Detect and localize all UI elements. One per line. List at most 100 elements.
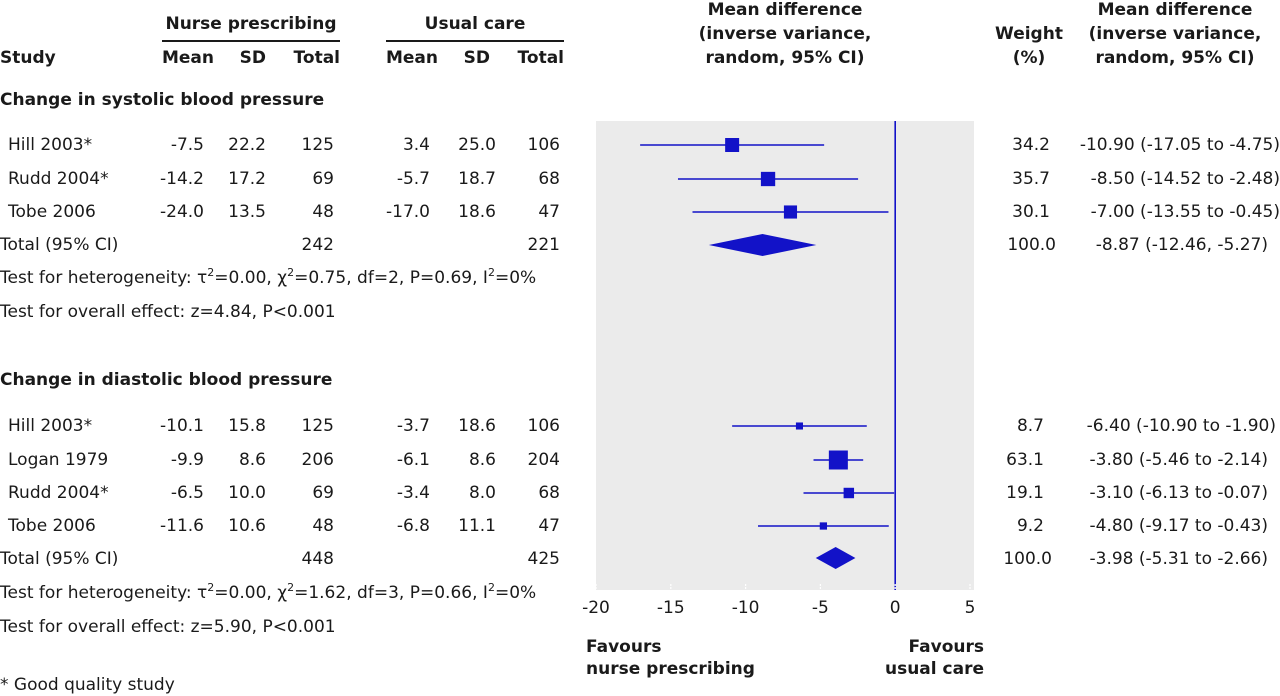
mean2-value: -5.7 (396, 169, 430, 189)
mean2-value: -17.0 (386, 202, 430, 222)
sd2-value: 11.1 (458, 516, 496, 536)
plot-title-line2: (inverse variance, (698, 24, 872, 44)
mean1-value: -24.0 (160, 202, 204, 222)
favours-left-line1: Favours (586, 637, 662, 657)
sd2-header: SD (463, 48, 490, 68)
pooled-diamond (815, 547, 856, 569)
sd1-value: 22.2 (228, 135, 266, 155)
total1-value: 125 (301, 135, 334, 155)
sd2-value: 18.6 (458, 416, 496, 436)
md-header-line2: (inverse variance, (1088, 24, 1262, 44)
total1-value: 48 (312, 516, 334, 536)
tick-label: -5 (812, 598, 829, 618)
total1-value: 448 (301, 549, 334, 569)
weight-value: 100.0 (1007, 235, 1056, 255)
total2-value: 68 (538, 169, 560, 189)
sd2-value: 8.0 (468, 483, 496, 503)
sd1-header: SD (239, 48, 266, 68)
favours-right-line1: Favours (908, 637, 984, 657)
md-value: -4.80 (-9.17 to -0.43) (1089, 516, 1269, 536)
total2-value: 47 (538, 516, 560, 536)
total2-value: 204 (527, 450, 560, 470)
mean2-value: -6.8 (396, 516, 430, 536)
study-marker (725, 138, 740, 152)
weight-header-line1: Weight (995, 24, 1063, 44)
sd1-value: 17.2 (228, 169, 266, 189)
tick-label: -20 (582, 598, 610, 618)
footnote: * Good quality study (0, 675, 175, 695)
study-name: Hill 2003* (8, 416, 93, 436)
total1-value: 69 (312, 169, 334, 189)
total-label: Total (95% CI) (0, 235, 119, 255)
total2-value: 106 (527, 135, 560, 155)
section-title-diastolic: Change in diastolic blood pressure (0, 370, 333, 390)
total1-value: 125 (301, 416, 334, 436)
md-value: -3.10 (-6.13 to -0.07) (1089, 483, 1269, 503)
weight-value: 9.2 (1016, 516, 1044, 536)
study-marker (783, 205, 798, 219)
sd2-value: 25.0 (458, 135, 496, 155)
study-marker (760, 171, 776, 187)
study-name: Hill 2003* (8, 135, 93, 155)
sd2-value: 18.6 (458, 202, 496, 222)
total2-header: Total (517, 48, 564, 68)
heterogeneity-test: Test for heterogeneity: τ2=0.00, χ2=1.62… (0, 581, 537, 603)
overall-effect-test: Test for overall effect: z=5.90, P<0.001 (0, 617, 336, 637)
sd1-value: 13.5 (228, 202, 266, 222)
group1-rule (162, 40, 340, 42)
mean1-value: -11.6 (160, 516, 204, 536)
total2-value: 106 (527, 416, 560, 436)
md-value: -7.00 (-13.55 to -0.45) (1090, 202, 1280, 222)
tick-label: -10 (732, 598, 760, 618)
weight-value: 19.1 (1006, 483, 1044, 503)
plot-panel (596, 121, 974, 590)
total2-value: 47 (538, 202, 560, 222)
md-header-line3: random, 95% CI) (1095, 48, 1255, 68)
study-marker (795, 422, 803, 430)
study-marker (828, 450, 848, 470)
weight-value: 34.2 (1012, 135, 1050, 155)
sd1-value: 10.6 (228, 516, 266, 536)
mean2-value: 3.4 (402, 135, 430, 155)
pooled-diamond (708, 234, 817, 256)
md-value: -8.87 (-12.46, -5.27) (1095, 235, 1268, 255)
mean2-value: -3.4 (396, 483, 430, 503)
sd1-value: 8.6 (238, 450, 266, 470)
study-name: Logan 1979 (8, 450, 109, 470)
study-header: Study (0, 48, 56, 68)
mean2-value: -3.7 (396, 416, 430, 436)
study-marker (843, 487, 855, 499)
study-marker (819, 522, 828, 530)
tick-label: -15 (657, 598, 685, 618)
mean1-value: -9.9 (170, 450, 204, 470)
mean1-value: -14.2 (160, 169, 204, 189)
study-name: Tobe 2006 (8, 516, 96, 536)
weight-header-line2: (%) (1012, 48, 1046, 68)
md-value: -6.40 (-10.90 to -1.90) (1086, 416, 1276, 436)
sd1-value: 15.8 (228, 416, 266, 436)
weight-value: 30.1 (1012, 202, 1050, 222)
md-value: -3.80 (-5.46 to -2.14) (1089, 450, 1269, 470)
plot-title-line1: Mean difference (707, 0, 863, 20)
study-name: Rudd 2004* (8, 169, 109, 189)
total1-value: 242 (301, 235, 334, 255)
weight-value: 8.7 (1016, 416, 1044, 436)
weight-value: 63.1 (1006, 450, 1044, 470)
mean1-value: -7.5 (170, 135, 204, 155)
tick-label: 0 (890, 598, 901, 618)
group1-header: Nurse prescribing (165, 14, 337, 34)
total-label: Total (95% CI) (0, 549, 119, 569)
weight-value: 100.0 (1003, 549, 1052, 569)
heterogeneity-test: Test for heterogeneity: τ2=0.00, χ2=0.75… (0, 266, 537, 288)
total2-value: 221 (527, 235, 560, 255)
sd2-value: 8.6 (468, 450, 496, 470)
tick-label: 5 (965, 598, 976, 618)
md-value: -3.98 (-5.31 to -2.66) (1089, 549, 1269, 569)
sd2-value: 18.7 (458, 169, 496, 189)
group2-rule (386, 40, 564, 42)
mean1-value: -6.5 (170, 483, 204, 503)
total2-value: 68 (538, 483, 560, 503)
mean2-header: Mean (385, 48, 438, 68)
sd1-value: 10.0 (228, 483, 266, 503)
